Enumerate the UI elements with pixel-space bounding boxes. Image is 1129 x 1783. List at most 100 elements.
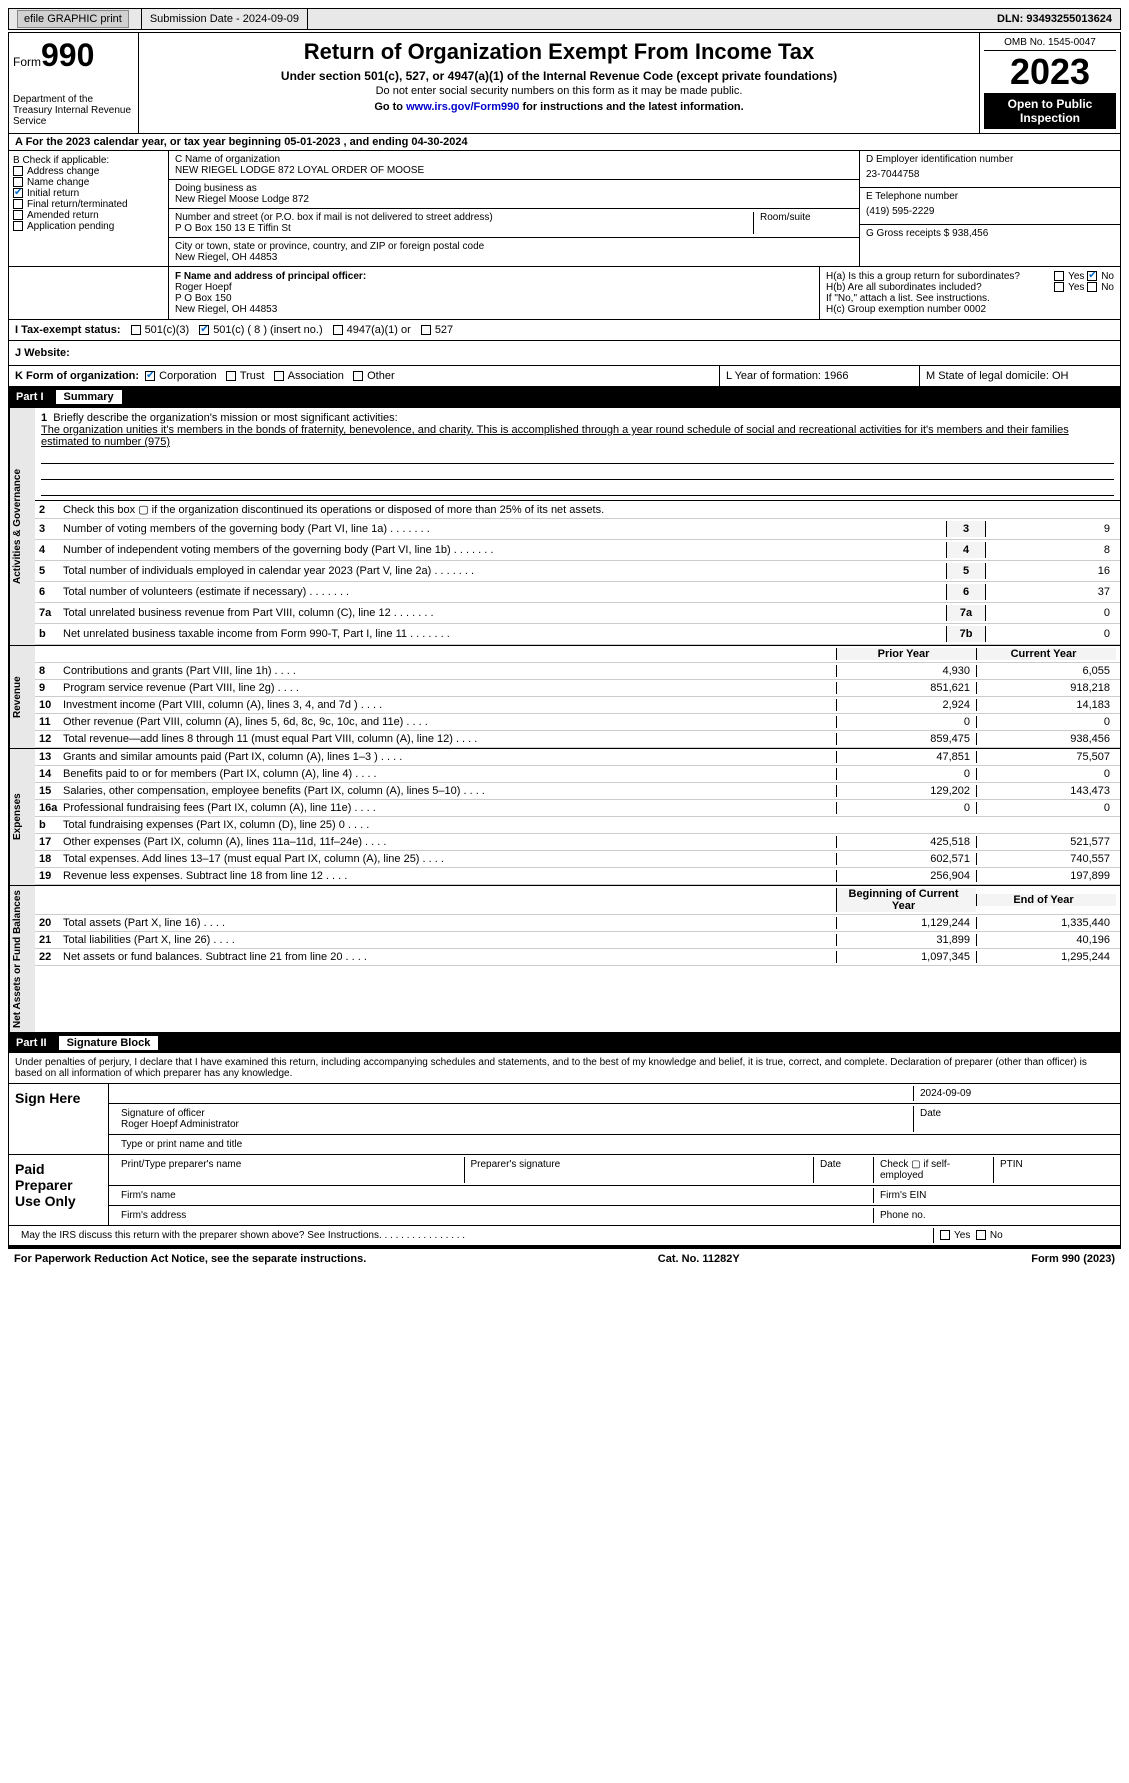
tel-value: (419) 595-2229 — [866, 202, 1114, 221]
s527-checkbox[interactable] — [421, 325, 431, 335]
part2-label: Part II — [16, 1037, 47, 1049]
officer-addr2: New Riegel, OH 44853 — [175, 304, 813, 315]
may-discuss: May the IRS discuss this return with the… — [15, 1228, 934, 1243]
website-label: J Website: — [15, 347, 70, 359]
ha-yes-checkbox[interactable] — [1054, 271, 1064, 281]
tel-label: E Telephone number — [866, 191, 1114, 202]
officer-addr1: P O Box 150 — [175, 293, 813, 304]
omb-number: OMB No. 1545-0047 — [984, 37, 1116, 51]
part1-body: Activities & Governance 1 Briefly descri… — [8, 407, 1121, 1033]
irs-link[interactable]: www.irs.gov/Form990 — [406, 101, 519, 113]
dba-label: Doing business as — [175, 183, 853, 194]
hb-yes-checkbox[interactable] — [1054, 282, 1064, 292]
row-bcd: B Check if applicable: Address change Na… — [8, 151, 1121, 267]
s527-label: 527 — [435, 324, 453, 336]
officer-label: F Name and address of principal officer: — [175, 271, 813, 282]
footer: For Paperwork Reduction Act Notice, see … — [8, 1247, 1121, 1269]
hdr-prior: Prior Year — [836, 648, 976, 660]
row-a: A For the 2023 calendar year, or tax yea… — [8, 134, 1121, 151]
corp-checkbox[interactable] — [145, 371, 155, 381]
form-note: Do not enter social security numbers on … — [145, 85, 973, 97]
prep-date-label: Date — [814, 1157, 874, 1183]
state-domicile: M State of legal domicile: OH — [920, 366, 1120, 386]
row-klm: K Form of organization: Corporation Trus… — [8, 366, 1121, 387]
firm-name-label: Firm's name — [115, 1188, 874, 1203]
hb-yes-label: Yes — [1068, 282, 1084, 293]
app-pending-label: Application pending — [27, 221, 114, 232]
part1-title: Summary — [56, 390, 122, 404]
k-label: K Form of organization: — [15, 370, 139, 382]
amended-checkbox[interactable] — [13, 210, 23, 220]
c-checkbox[interactable] — [199, 325, 209, 335]
room-label: Room/suite — [753, 212, 853, 234]
signature-block: Under penalties of perjury, I declare th… — [8, 1053, 1121, 1247]
trust-checkbox[interactable] — [226, 371, 236, 381]
ein-label: D Employer identification number — [866, 154, 1114, 165]
a1-label: 4947(a)(1) or — [347, 324, 411, 336]
hdr-curr: Current Year — [976, 648, 1116, 660]
other-label: Other — [367, 370, 395, 382]
initial-return-label: Initial return — [27, 188, 79, 199]
street-value: P O Box 150 13 E Tiffin St — [175, 223, 753, 234]
dept-text: Department of the Treasury Internal Reve… — [13, 94, 134, 127]
discuss-no-checkbox[interactable] — [976, 1230, 986, 1240]
amended-label: Amended return — [27, 210, 99, 221]
org-name: NEW RIEGEL LODGE 872 LOYAL ORDER OF MOOS… — [175, 165, 853, 176]
row-i: I Tax-exempt status: 501(c)(3) 501(c) ( … — [8, 320, 1121, 341]
org-name-label: C Name of organization — [175, 154, 853, 165]
city-value: New Riegel, OH 44853 — [175, 252, 853, 263]
ha-no-checkbox[interactable] — [1087, 271, 1097, 281]
final-return-checkbox[interactable] — [13, 199, 23, 209]
dba-name: New Riegel Moose Lodge 872 — [175, 194, 853, 205]
hb-label: H(b) Are all subordinates included? — [826, 282, 982, 293]
trust-label: Trust — [240, 370, 265, 382]
form-link-row: Go to www.irs.gov/Form990 for instructio… — [145, 101, 973, 113]
discuss-yes-checkbox[interactable] — [940, 1230, 950, 1240]
l1-label: Briefly describe the organization's miss… — [53, 412, 397, 424]
prep-name-label: Print/Type preparer's name — [115, 1157, 465, 1183]
initial-return-checkbox[interactable] — [13, 188, 23, 198]
assoc-checkbox[interactable] — [274, 371, 284, 381]
other-checkbox[interactable] — [353, 371, 363, 381]
side-netassets: Net Assets or Fund Balances — [9, 886, 35, 1032]
discuss-yes-label: Yes — [954, 1230, 970, 1241]
form-subtitle: Under section 501(c), 527, or 4947(a)(1)… — [145, 69, 973, 83]
col-b: B Check if applicable: Address change Na… — [9, 151, 169, 266]
public-inspection: Open to Public Inspection — [984, 93, 1116, 129]
ha-no-label: No — [1101, 271, 1114, 282]
ptin-label: PTIN — [994, 1157, 1114, 1183]
discuss-no-label: No — [990, 1230, 1003, 1241]
ein-value: 23-7044758 — [866, 165, 1114, 184]
prep-sig-label: Preparer's signature — [465, 1157, 815, 1183]
form-title: Return of Organization Exempt From Incom… — [145, 39, 973, 65]
hb-note: If "No," attach a list. See instructions… — [826, 293, 1114, 304]
tax-year: 2023 — [984, 51, 1116, 93]
a1-checkbox[interactable] — [333, 325, 343, 335]
part1-header: Part I Summary — [8, 387, 1121, 407]
sign-here-label: Sign Here — [9, 1084, 109, 1154]
hdr-end: End of Year — [976, 894, 1116, 906]
hc-value: H(c) Group exemption number 0002 — [826, 304, 1114, 315]
gross-value: 938,456 — [952, 228, 988, 239]
status-label: I Tax-exempt status: — [15, 324, 121, 336]
ha-label: H(a) Is this a group return for subordin… — [826, 271, 1020, 282]
name-change-label: Name change — [27, 177, 89, 188]
hb-no-checkbox[interactable] — [1087, 282, 1097, 292]
app-pending-checkbox[interactable] — [13, 221, 23, 231]
form-header: Form990 Department of the Treasury Inter… — [8, 32, 1121, 134]
sig-date: 2024-09-09 — [914, 1086, 1114, 1101]
sig-officer-label: Signature of officer — [121, 1108, 205, 1119]
addr-change-checkbox[interactable] — [13, 166, 23, 176]
officer-name-title: Roger Hoepf Administrator — [121, 1119, 239, 1130]
name-change-checkbox[interactable] — [13, 177, 23, 187]
gross-label: G Gross receipts $ — [866, 228, 949, 239]
side-revenue: Revenue — [9, 646, 35, 748]
efile-button[interactable]: efile GRAPHIC print — [17, 10, 129, 28]
c-label: 501(c) ( 8 ) (insert no.) — [213, 324, 322, 336]
side-expenses: Expenses — [9, 749, 35, 885]
c3-checkbox[interactable] — [131, 325, 141, 335]
ha-yes-label: Yes — [1068, 271, 1084, 282]
section-fh: F Name and address of principal officer:… — [8, 267, 1121, 320]
l1-text: The organization unities it's members in… — [41, 424, 1114, 448]
self-employed-label: Check ▢ if self-employed — [874, 1157, 994, 1183]
